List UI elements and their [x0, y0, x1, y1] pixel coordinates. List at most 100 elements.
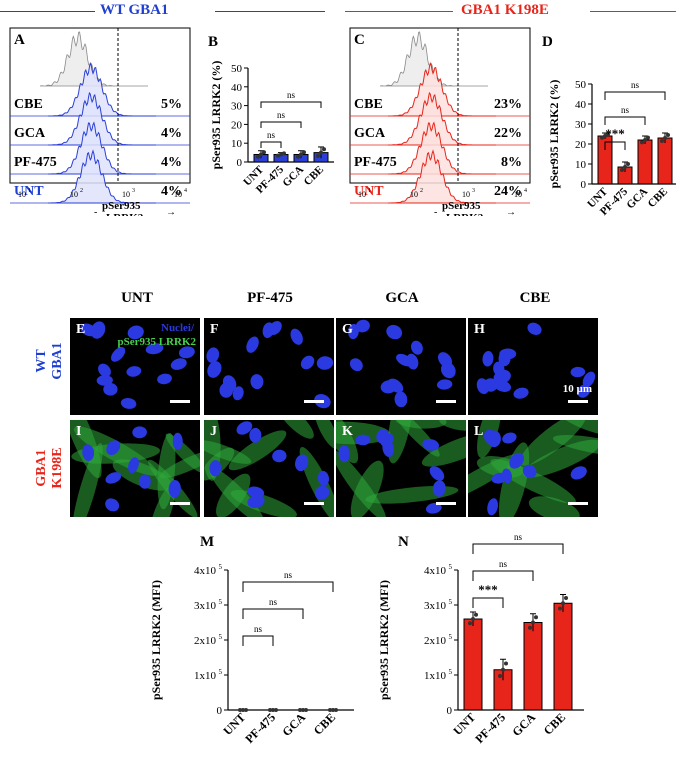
nucleus	[493, 369, 511, 384]
nucleus	[120, 397, 137, 409]
chart-n-ytick-label: 4x10	[424, 565, 447, 577]
flow-a-axis-label-1: pSer935	[102, 200, 141, 212]
chart-d-data-point	[603, 134, 607, 138]
micro-image-canvas	[336, 420, 466, 517]
chart-n-ytick-label: 3x10	[424, 600, 447, 612]
flow-a-axis-arrow: →	[166, 207, 176, 216]
chart-b-data-point	[299, 152, 303, 157]
nucleus	[272, 449, 287, 463]
scale-bar	[170, 400, 190, 403]
nucleus	[577, 384, 591, 398]
chart-d-sig-label: ns	[621, 105, 630, 115]
green-cell	[230, 490, 297, 517]
nucleus	[396, 353, 413, 367]
chart-d-data-point	[666, 133, 670, 137]
nucleus	[440, 362, 456, 379]
green-cell	[228, 430, 287, 471]
chart-b-ylabel: pSer935 LRRK2 (%)	[209, 61, 223, 170]
nucleus	[527, 322, 542, 335]
chart-m-sig-label: ns	[254, 624, 263, 634]
nucleus	[386, 324, 403, 340]
nucleus	[349, 358, 363, 372]
flow-a-xtick: 10	[70, 190, 78, 199]
nucleus	[246, 336, 259, 353]
wt-header: WT GBA1	[100, 2, 169, 18]
chart-b-sig-label: ns	[277, 110, 286, 120]
flow-a-row-value: 4%	[161, 184, 182, 199]
chart-n-sig-label: ns	[514, 532, 523, 542]
nucleus	[96, 375, 113, 386]
micro-image-canvas	[70, 420, 200, 517]
nucleus	[570, 466, 587, 480]
chart-b-sig-label: ns	[287, 90, 296, 100]
nucleus	[355, 319, 370, 333]
nucleus	[206, 347, 220, 363]
chart-b-sig-bracket	[260, 121, 302, 128]
nucleus	[582, 371, 596, 388]
chart-d-sig-bracket	[604, 116, 646, 125]
micro-image-canvas	[468, 420, 598, 517]
nucleus	[432, 480, 446, 497]
chart-b-ytick-label: 10	[231, 138, 243, 150]
flow-a-xtick: 10	[18, 190, 26, 199]
flow-c-xtick: 10	[358, 190, 366, 199]
chart-b-data-point	[259, 152, 263, 157]
nucleus	[436, 379, 453, 390]
micro-image-h: H 10 µm	[468, 318, 598, 415]
flow-a-row-label: UNT	[14, 184, 44, 199]
chart-m-ytick-label: 0	[217, 705, 223, 717]
flow-a-row-value: 4%	[161, 155, 182, 170]
chart-n-sig-label: ns	[499, 559, 508, 569]
nucleus	[138, 474, 151, 489]
micro-image-e: E Nuclei/pSer935 LRRK2	[70, 318, 200, 415]
micro-panel-letter: F	[210, 322, 219, 337]
chart-n-ylabel: pSer935 LRRK2 (MFI)	[377, 580, 391, 700]
chart-m-data-point	[244, 708, 248, 712]
flow-a-xtick: 10	[122, 190, 130, 199]
nucleus	[132, 426, 147, 439]
chart-b-sig-label: ns	[267, 130, 276, 140]
chart-n-ytick-exp: 5	[449, 563, 453, 571]
nucleus	[314, 485, 330, 500]
chart-d-ytick-label: 30	[575, 119, 587, 131]
nucleus	[317, 470, 330, 486]
chart-d-data-point	[640, 140, 644, 145]
nucleus	[300, 355, 315, 370]
wt-header-line-left	[0, 11, 95, 12]
chart-d-ytick-label: 40	[575, 99, 587, 111]
chart-m-data-point	[271, 708, 275, 712]
green-cell	[477, 420, 501, 458]
nucleus	[411, 340, 423, 355]
micro-image-l: L	[468, 420, 598, 517]
flow-c-row-value: 8%	[501, 155, 522, 170]
chart-n-data-point	[534, 615, 538, 620]
flow-a-xtick-exp: 2	[80, 188, 83, 194]
nucleus	[502, 432, 517, 444]
nucleus	[570, 366, 586, 378]
chart-b-data-point	[319, 150, 323, 155]
flow-c-axis-arrow: →	[506, 207, 516, 216]
scale-bar	[436, 502, 456, 505]
flow-c-xtick-exp: 3	[472, 188, 475, 194]
chart-d-ylabel: pSer935 LRRK2 (%)	[547, 80, 561, 189]
chart-d-panel-letter: D	[542, 34, 553, 50]
chart-m-ytick-exp: 5	[219, 668, 223, 676]
nucleus	[168, 480, 181, 498]
chart-m-data-point	[331, 708, 335, 712]
chart-b-ytick-label: 40	[231, 82, 243, 94]
chart-n-data-point	[474, 612, 478, 617]
chart-d-data-point	[620, 168, 624, 172]
scale-bar	[304, 502, 324, 505]
micro-col-title-pf475: PF-475	[247, 290, 293, 306]
chart-m-data-point	[328, 708, 332, 712]
nucleus	[209, 460, 222, 477]
legend-nuclei: Nuclei/	[161, 322, 194, 334]
chart-n-data-point	[498, 674, 502, 679]
chart-m-category-label: GCA	[279, 710, 308, 739]
chart-m-ytick-exp: 5	[219, 563, 223, 571]
micro-panel-letter: G	[342, 322, 353, 337]
flow-a-row-label: PF-475	[14, 155, 57, 170]
chart-b-data-point	[296, 154, 300, 159]
flow-c-axis-dash: -	[434, 207, 437, 216]
